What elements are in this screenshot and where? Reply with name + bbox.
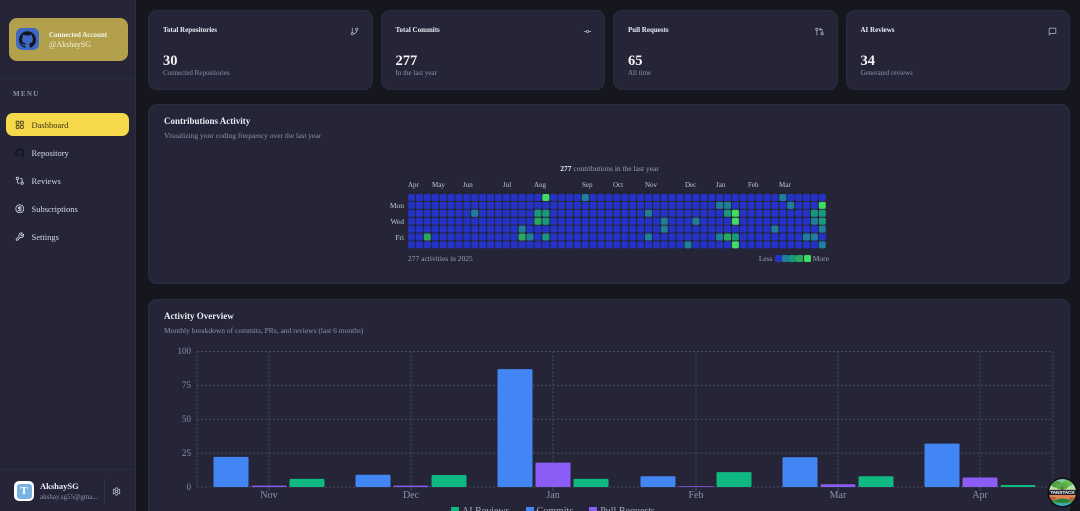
svg-text:TANSTACK: TANSTACK xyxy=(1050,490,1075,496)
